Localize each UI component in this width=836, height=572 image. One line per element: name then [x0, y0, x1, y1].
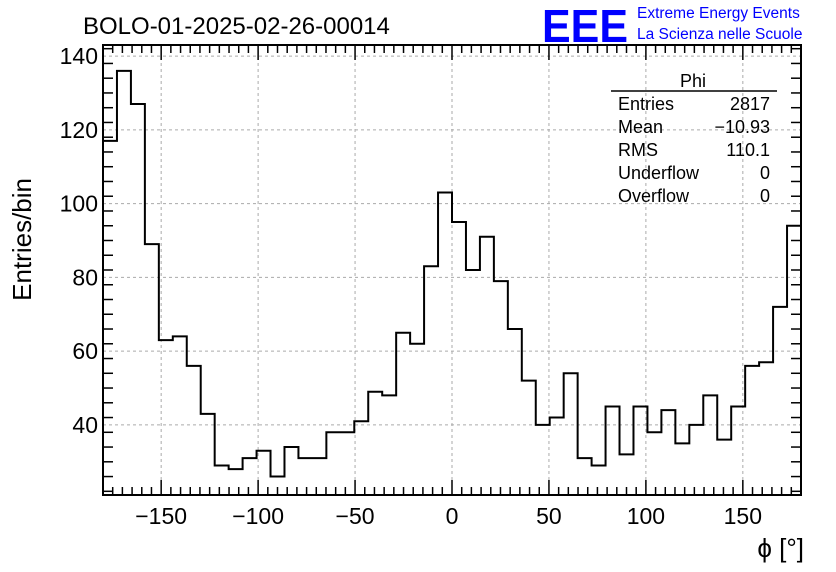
axis-ticks — [103, 45, 801, 495]
y-axis-title: Entries/bin — [7, 178, 37, 301]
stats-label: Mean — [618, 117, 663, 137]
x-tick-label: −100 — [232, 503, 284, 529]
stats-value: 2817 — [730, 94, 770, 114]
stats-rows: Entries 2817 Mean −10.93 RMS 110.1 Underflow 0 O… — [618, 94, 770, 206]
x-tick-label: 50 — [536, 503, 562, 529]
y-tick-label: 60 — [72, 338, 98, 364]
stats-value: 110.1 — [726, 140, 770, 160]
stats-box: Phi Entries 2817 Mean −10.93 RMS 110.1 Underfl… — [611, 71, 777, 206]
x-tick-label: 150 — [724, 503, 762, 529]
stats-value: 0 — [760, 163, 770, 183]
logo-mark: EEE — [542, 0, 628, 52]
stats-label: RMS — [618, 140, 658, 160]
logo-line-2: La Scienza nelle Scuole — [637, 26, 802, 43]
y-tick-label: 120 — [60, 117, 98, 143]
y-tick-label: 40 — [72, 412, 98, 438]
eee-logo: EEE Extreme Energy Events La Scienza nel… — [542, 0, 802, 52]
grid — [103, 45, 801, 495]
stats-title: Phi — [680, 71, 706, 91]
x-tick-label: 0 — [446, 503, 459, 529]
stats-label: Entries — [618, 94, 674, 114]
stats-label: Underflow — [618, 163, 700, 183]
x-tick-label: −150 — [135, 503, 187, 529]
y-tick-labels: 40 60 80 100 120 140 — [60, 43, 98, 438]
x-tick-label: 100 — [627, 503, 665, 529]
chart-title: BOLO-01-2025-02-26-00014 — [83, 13, 390, 40]
stats-value: −10.93 — [714, 117, 770, 137]
x-axis-title: ϕ [°] — [757, 533, 804, 563]
y-tick-label: 100 — [60, 191, 98, 217]
x-tick-label: −50 — [336, 503, 375, 529]
histogram-series-line — [103, 69, 801, 478]
logo-line-1: Extreme Energy Events — [637, 5, 800, 22]
stats-value: 0 — [760, 186, 770, 206]
y-tick-label: 140 — [60, 43, 98, 69]
y-tick-label: 80 — [72, 264, 98, 290]
stats-label: Overflow — [618, 186, 690, 206]
x-tick-labels: −150 −100 −50 0 50 100 150 — [135, 503, 762, 529]
